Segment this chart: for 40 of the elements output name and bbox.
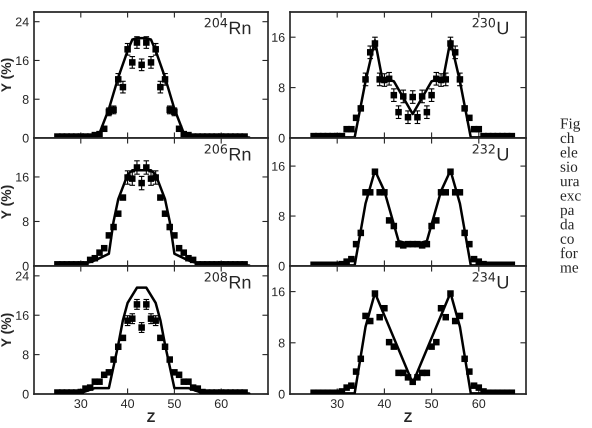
- annotation: $^{208}$Rn: [204, 272, 250, 288]
- y-tick-label: 8: [278, 212, 285, 221]
- x-axis-title: Z: [404, 412, 412, 422]
- y-tick-label: 16: [16, 311, 29, 320]
- x-tick-label: 50: [425, 399, 438, 408]
- x-tick-label: 60: [472, 399, 486, 408]
- y-tick-label: 8: [22, 217, 29, 226]
- x-tick-label: 30: [74, 399, 88, 408]
- x-tick-label: 40: [120, 399, 134, 408]
- y-tick-label: 0: [22, 390, 29, 399]
- y-tick-label: 8: [22, 95, 29, 104]
- y-axis-title: Y (%): [0, 313, 14, 348]
- y-tick-label: 8: [22, 350, 29, 360]
- text: Fig ch ele sio ura exc pa da co for me: [560, 118, 581, 273]
- annotation: $^{232}$U: [472, 144, 508, 161]
- y-tick-label: 0: [22, 134, 29, 143]
- y-tick-label: 16: [272, 33, 285, 42]
- x-tick-label: 50: [168, 399, 181, 408]
- x-axis-title: Z: [147, 412, 155, 422]
- y-axis-title: Y (%): [0, 58, 14, 92]
- y-tick-label: 16: [16, 56, 29, 66]
- y-tick-label: 16: [16, 172, 29, 182]
- y-tick-label: 24: [16, 272, 29, 280]
- y-tick-label: 8: [278, 83, 285, 92]
- annotation: $^{230}$U: [472, 18, 508, 34]
- annotation: $^{204}$Rn: [204, 18, 250, 34]
- y-tick-label: 8: [278, 338, 285, 348]
- x-tick-label: 30: [330, 399, 344, 408]
- y-tick-label: 0: [278, 134, 285, 143]
- y-tick-label: 0: [22, 262, 29, 271]
- x-tick-label: 40: [378, 399, 391, 408]
- annotation: $^{206}$Rn: [204, 144, 250, 160]
- y-tick-label: 0: [278, 390, 285, 399]
- annotation: $^{234}$U: [472, 272, 508, 289]
- y-tick-label: 0: [278, 262, 285, 271]
- y-axis-title: Y (%): [0, 185, 14, 220]
- y-tick-label: 16: [272, 162, 285, 171]
- y-tick-label: 24: [16, 17, 29, 26]
- y-tick-label: 16: [272, 287, 285, 296]
- x-tick-label: 60: [214, 399, 228, 408]
